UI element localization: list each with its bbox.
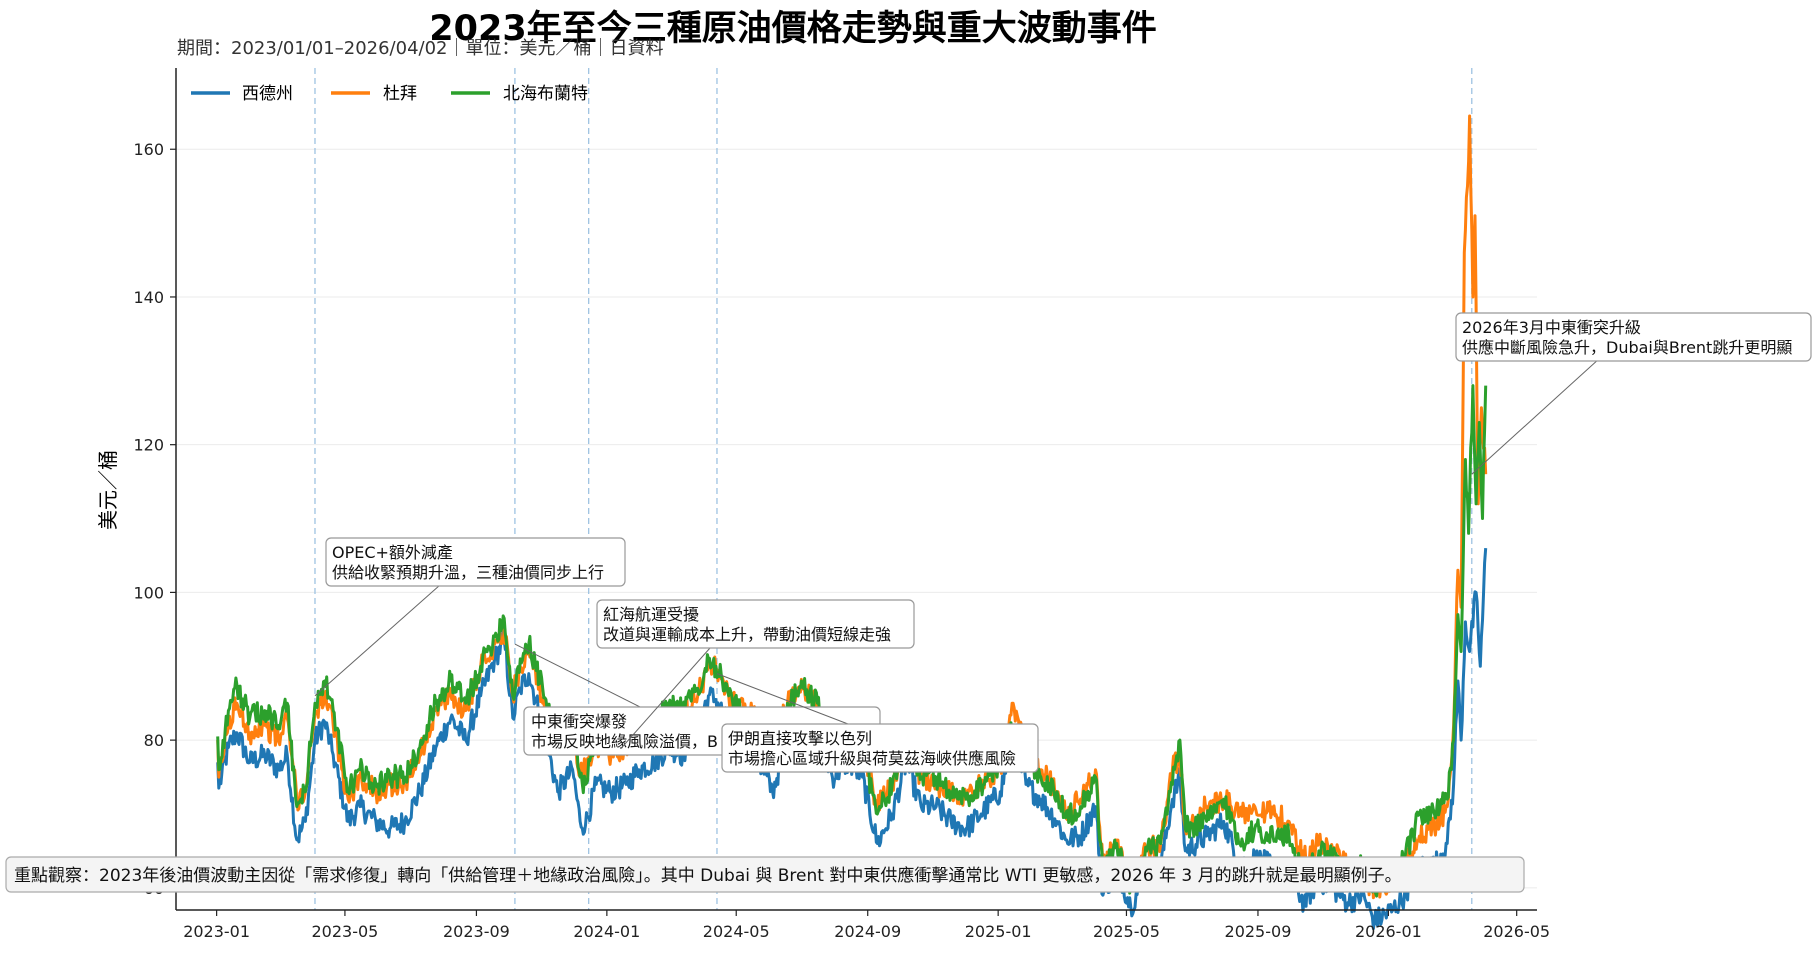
legend-item-brent: 北海布蘭特 xyxy=(451,84,588,104)
annotation-iran-text: 市場擔心區域升級與荷莫茲海峽供應風險 xyxy=(728,749,1016,768)
legend-label-dubai: 杜拜 xyxy=(383,84,417,104)
y-tick-label-80: 80 xyxy=(144,731,164,750)
x-tick-label-2024-09: 2024-09 xyxy=(834,922,901,941)
legend-label-wti: 西德州 xyxy=(242,84,293,104)
annotation-opec-leader xyxy=(314,584,441,697)
x-tick-label-2024-05: 2024-05 xyxy=(703,922,770,941)
annotation-2026-escalation: 2026年3月中東衝突升級 供應中斷風險急升，Dubai與Brent跳升更明顯 xyxy=(1455,312,1812,475)
legend-item-dubai: 杜拜 xyxy=(331,84,417,104)
series-lines xyxy=(216,114,1488,931)
annotation-2026-title: 2026年3月中東衝突升級 xyxy=(1462,318,1641,337)
annotation-red-sea-leader xyxy=(621,647,711,748)
x-tick-label-2024-01: 2024-01 xyxy=(573,922,640,941)
x-axis-ticks: 2023-01 2023-05 2023-09 2024-01 2024-05 2024-… xyxy=(183,910,1550,941)
x-tick-label-2023-05: 2023-05 xyxy=(311,922,378,941)
key-observation-text: 重點觀察：2023年後油價波動主因從「需求修復」轉向「供給管理＋地緣政治風險」。… xyxy=(14,865,1402,886)
annotation-2026-text: 供應中斷風險急升，Dubai與Brent跳升更明顯 xyxy=(1462,338,1792,357)
x-tick-label-2026-01: 2026-01 xyxy=(1355,922,1422,941)
y-tick-label-100: 100 xyxy=(133,583,164,602)
annotation-opec: OPEC+額外減產 供給收緊預期升溫，三種油價同步上行 xyxy=(314,537,626,697)
annotation-middle-east-leader xyxy=(514,643,641,708)
key-observation-note: 重點觀察：2023年後油價波動主因從「需求修復」轉向「供給管理＋地緣政治風險」。… xyxy=(5,856,1525,893)
annotation-red-sea-text: 改道與運輸成本上升，帶動油價短線走強 xyxy=(603,625,891,644)
legend: 西德州 杜拜 北海布蘭特 xyxy=(191,84,588,104)
x-tick-label-2026-05: 2026-05 xyxy=(1483,922,1550,941)
y-axis-label: 美元／桶 xyxy=(96,450,120,530)
annotation-red-sea-title: 紅海航運受擾 xyxy=(603,605,699,624)
annotation-middle-east-text: 市場反映地緣風險溢價，B xyxy=(531,732,718,751)
annotations: OPEC+額外減產 供給收緊預期升溫，三種油價同步上行 中東衝突爆發 市場反映地… xyxy=(314,312,1812,773)
x-tick-label-2025-09: 2025-09 xyxy=(1225,922,1292,941)
annotation-red-sea: 紅海航運受擾 改道與運輸成本上升，帶動油價短線走強 xyxy=(596,599,915,748)
y-tick-label-120: 120 xyxy=(133,436,164,455)
axes xyxy=(175,68,1537,911)
x-tick-label-2025-01: 2025-01 xyxy=(965,922,1032,941)
x-tick-label-2025-05: 2025-05 xyxy=(1093,922,1160,941)
x-tick-label-2023-01: 2023-01 xyxy=(183,922,250,941)
y-tick-label-160: 160 xyxy=(133,140,164,159)
annotation-iran-title: 伊朗直接攻擊以色列 xyxy=(728,729,872,748)
legend-label-brent: 北海布蘭特 xyxy=(503,84,588,104)
annotation-2026-leader xyxy=(1471,357,1601,475)
y-tick-label-140: 140 xyxy=(133,288,164,307)
annotation-opec-text: 供給收緊預期升溫，三種油價同步上行 xyxy=(332,563,604,582)
chart-subtitle: 期間：2023/01/01–2026/04/02｜單位：美元／桶｜日資料 xyxy=(177,38,664,59)
annotation-iran: 伊朗直接攻擊以色列 市場擔心區域升級與荷莫茲海峽供應風險 xyxy=(716,673,1039,773)
legend-item-wti: 西德州 xyxy=(191,84,293,104)
annotation-iran-leader xyxy=(716,673,849,725)
annotation-opec-title: OPEC+額外減產 xyxy=(332,543,453,562)
y-axis-ticks: 6080100120140160 xyxy=(133,140,176,898)
x-tick-label-2023-09: 2023-09 xyxy=(443,922,510,941)
chart-title: 2023年至今三種原油價格走勢與重大波動事件 xyxy=(429,9,1156,49)
annotation-middle-east-title: 中東衝突爆發 xyxy=(531,712,627,731)
